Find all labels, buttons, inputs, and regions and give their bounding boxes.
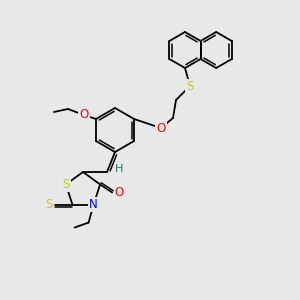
Text: N: N [89,198,98,211]
Text: H: H [115,164,123,174]
Text: O: O [115,186,124,199]
Text: O: O [79,109,88,122]
Text: S: S [62,178,70,191]
Text: S: S [186,80,194,92]
Text: O: O [156,122,166,134]
Text: S: S [46,198,53,211]
